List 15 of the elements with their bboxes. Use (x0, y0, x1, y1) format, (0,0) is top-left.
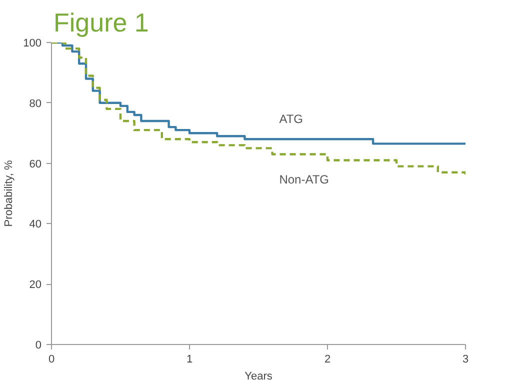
x-tick-label: 0 (48, 354, 55, 366)
x-tick-label: 1 (186, 354, 193, 366)
series-label: Non-ATG (279, 172, 329, 186)
y-axis-title: Probability, % (3, 160, 16, 227)
y-tick-label: 80 (29, 98, 42, 110)
y-tick-label: 40 (29, 218, 42, 231)
x-tick-label: 2 (324, 354, 331, 366)
series-label: ATG (279, 112, 303, 126)
y-tick-label: 100 (23, 38, 42, 50)
x-axis-title: Years (244, 370, 273, 382)
x-tick-label: 3 (462, 354, 469, 366)
y-tick-label: 0 (35, 340, 42, 352)
y-tick-label: 60 (29, 158, 42, 170)
chart-title: Figure 1 (54, 8, 149, 38)
y-tick-label: 20 (29, 279, 42, 292)
